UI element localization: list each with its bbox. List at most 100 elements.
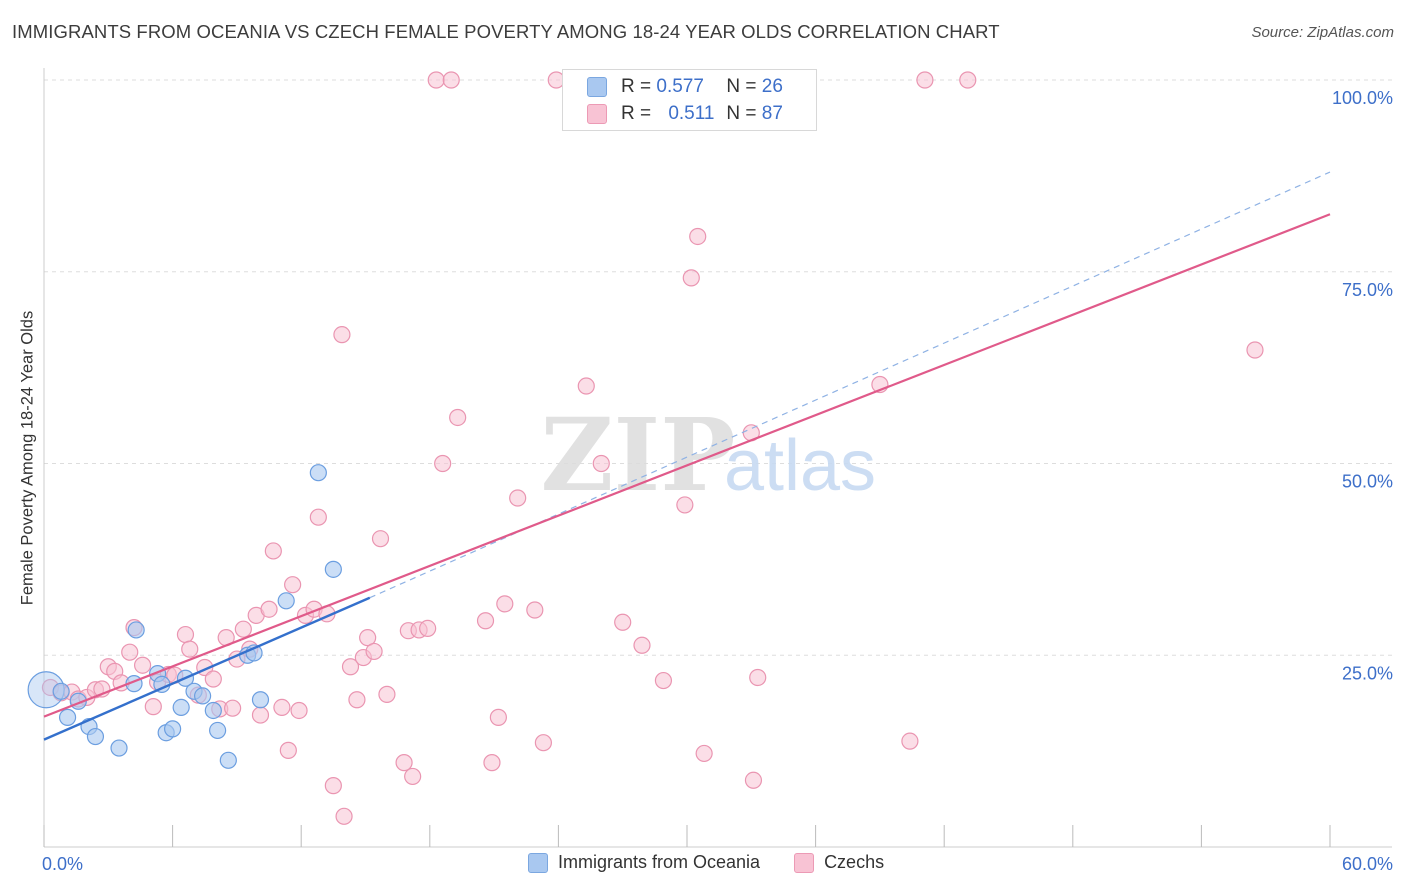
czechs-point: [483, 754, 501, 772]
x-tick-label: 0.0%: [42, 854, 83, 874]
oceania-point: [110, 739, 128, 757]
czechs-point: [449, 408, 467, 427]
czechs-point: [395, 754, 413, 772]
czechs-point: [251, 706, 270, 724]
czechs-point: [534, 734, 552, 752]
n-value: 87: [761, 103, 783, 124]
czechs-point: [682, 269, 700, 287]
czechs-point: [1246, 341, 1264, 359]
czechs-point: [348, 691, 366, 709]
czechs-point: [744, 771, 763, 789]
axes: [43, 68, 1392, 848]
czechs-point: [234, 620, 252, 638]
y-tick-label: 25.0%: [1342, 663, 1393, 683]
czechs-point: [427, 71, 445, 89]
oceania-point: [309, 464, 327, 482]
legend-item-oceania[interactable]: Immigrants from Oceania: [528, 852, 760, 873]
x-tick-label: 60.0%: [1342, 854, 1393, 874]
czechs-point: [592, 454, 610, 473]
oceania-point: [164, 720, 182, 738]
czechs-point: [144, 698, 162, 716]
czechs-swatch: [587, 104, 607, 124]
czechs-point: [496, 595, 514, 613]
czechs-point: [633, 636, 651, 654]
series-oceania: [27, 464, 342, 769]
oceania-point: [127, 621, 145, 639]
y-tick-label: 50.0%: [1342, 472, 1393, 492]
czechs-point: [133, 656, 152, 674]
czechs-trend-line: [43, 213, 1331, 718]
czechs-point: [434, 454, 452, 473]
czechs-point: [419, 619, 437, 638]
czechs-point: [279, 741, 297, 759]
czechs-point: [290, 701, 308, 720]
czechs-point: [442, 71, 460, 89]
czechs-point: [273, 698, 291, 717]
czechs-point: [260, 600, 278, 618]
czechs-point: [577, 377, 595, 395]
oceania-point: [277, 592, 295, 610]
czechs-point: [365, 642, 383, 661]
czechs-point: [324, 777, 342, 795]
czechs-point: [695, 744, 713, 763]
oceania-legend-swatch: [528, 852, 548, 873]
gridlines: [44, 79, 1392, 656]
r-label: R =: [621, 103, 652, 124]
watermark: ZIP atlas: [541, 396, 877, 514]
stats-row-oceania: R = 0.577 N = 26: [587, 74, 783, 100]
legend-label-oceania: Immigrants from Oceania: [558, 852, 761, 872]
stats-row-czechs: R = 0.511 N = 87: [587, 101, 783, 127]
oceania-point: [219, 751, 237, 769]
czechs-point: [284, 576, 302, 594]
czechs-point: [333, 326, 351, 344]
czechs-point: [359, 629, 377, 647]
oceania-point: [52, 682, 70, 700]
czechs-point: [181, 640, 199, 658]
n-label: N =: [726, 76, 757, 97]
czechs-point: [341, 658, 360, 676]
y-tick-label: 75.0%: [1342, 280, 1393, 300]
czechs-point: [676, 496, 694, 514]
trend-lines: [43, 171, 1331, 741]
czechs-point: [378, 685, 396, 703]
oceania-point: [194, 687, 212, 705]
czechs-point: [224, 699, 242, 717]
oceania-swatch: [587, 77, 607, 97]
czechs-point: [526, 601, 544, 619]
czechs-point: [371, 530, 390, 548]
chart-title: IMMIGRANTS FROM OCEANIA VS CZECH FEMALE …: [12, 21, 1000, 42]
czechs-point: [959, 71, 977, 89]
oceania-point: [324, 560, 342, 578]
czechs-point: [309, 508, 327, 526]
oceania-point: [204, 701, 222, 720]
oceania-point: [58, 708, 77, 726]
series-legend: Immigrants from Oceania Czechs: [528, 852, 918, 873]
r-value: 0.577: [656, 76, 704, 97]
czechs-point: [489, 708, 507, 726]
czechs-point: [509, 489, 527, 507]
r-value: 0.511: [668, 103, 715, 124]
stats-legend: R = 0.577 N = 26 R = 0.511 N = 87: [562, 69, 817, 131]
oceania-point: [86, 727, 105, 746]
n-value: 26: [761, 76, 783, 97]
oceania-point: [209, 721, 227, 740]
czechs-point: [689, 227, 707, 246]
legend-label-czechs: Czechs: [824, 852, 885, 872]
r-label: R =: [621, 76, 652, 97]
oceania-point: [251, 691, 270, 709]
czechs-point: [335, 807, 353, 825]
czechs-point: [204, 670, 222, 688]
oceania-point: [172, 698, 190, 717]
legend-item-czechs[interactable]: Czechs: [794, 852, 884, 873]
tick-labels: 25.0% 50.0% 75.0% 100.0% 0.0% 60.0%: [42, 88, 1393, 874]
source-label: Source: ZipAtlas.com: [1251, 24, 1394, 41]
oceania-trend-line: [43, 596, 371, 741]
watermark-zip: ZIP: [541, 396, 736, 514]
y-tick-label: 100.0%: [1332, 88, 1393, 108]
czechs-point: [176, 625, 195, 644]
czechs-point: [614, 613, 632, 631]
czechs-point: [901, 732, 919, 750]
n-label: N =: [726, 103, 757, 124]
czechs-point: [916, 71, 934, 89]
